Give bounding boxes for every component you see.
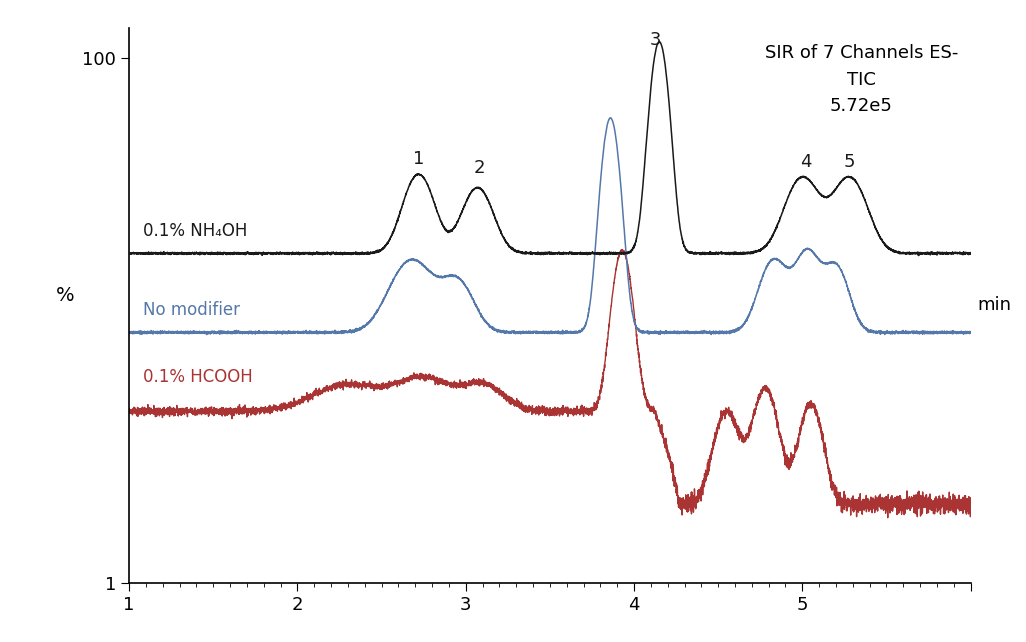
Text: min: min bbox=[978, 297, 1012, 315]
Text: No modifier: No modifier bbox=[143, 301, 239, 319]
Text: 3: 3 bbox=[650, 31, 662, 49]
Text: 4: 4 bbox=[800, 153, 812, 171]
Text: SIR of 7 Channels ES-
TIC
5.72e5: SIR of 7 Channels ES- TIC 5.72e5 bbox=[764, 44, 958, 116]
Text: 5: 5 bbox=[843, 153, 856, 171]
Text: 0.1% HCOOH: 0.1% HCOOH bbox=[143, 369, 252, 386]
Y-axis label: %: % bbox=[56, 286, 75, 306]
Text: 0.1% NH₄OH: 0.1% NH₄OH bbox=[143, 221, 247, 239]
Text: 2: 2 bbox=[473, 159, 485, 177]
Text: 1: 1 bbox=[412, 150, 425, 168]
